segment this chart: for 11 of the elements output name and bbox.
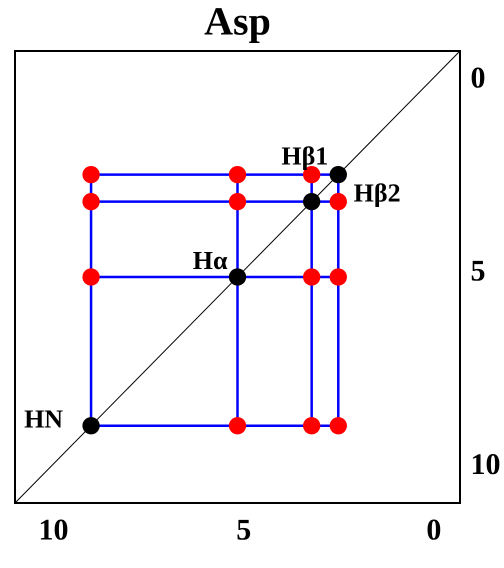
annotation: Hβ2 bbox=[354, 178, 401, 208]
y-tick-label: 10 bbox=[470, 448, 500, 481]
annotation: Hα bbox=[192, 246, 228, 275]
x-tick-label: 10 bbox=[38, 514, 69, 546]
annotation: Hβ1 bbox=[281, 142, 328, 171]
y-tick-label: 5 bbox=[470, 254, 486, 288]
annotation: HN bbox=[24, 404, 64, 434]
x-tick-label: 5 bbox=[236, 514, 252, 546]
x-tick-label: 0 bbox=[426, 514, 442, 546]
chart-title: Asp bbox=[204, 0, 271, 44]
y-tick-label: 0 bbox=[470, 62, 486, 95]
